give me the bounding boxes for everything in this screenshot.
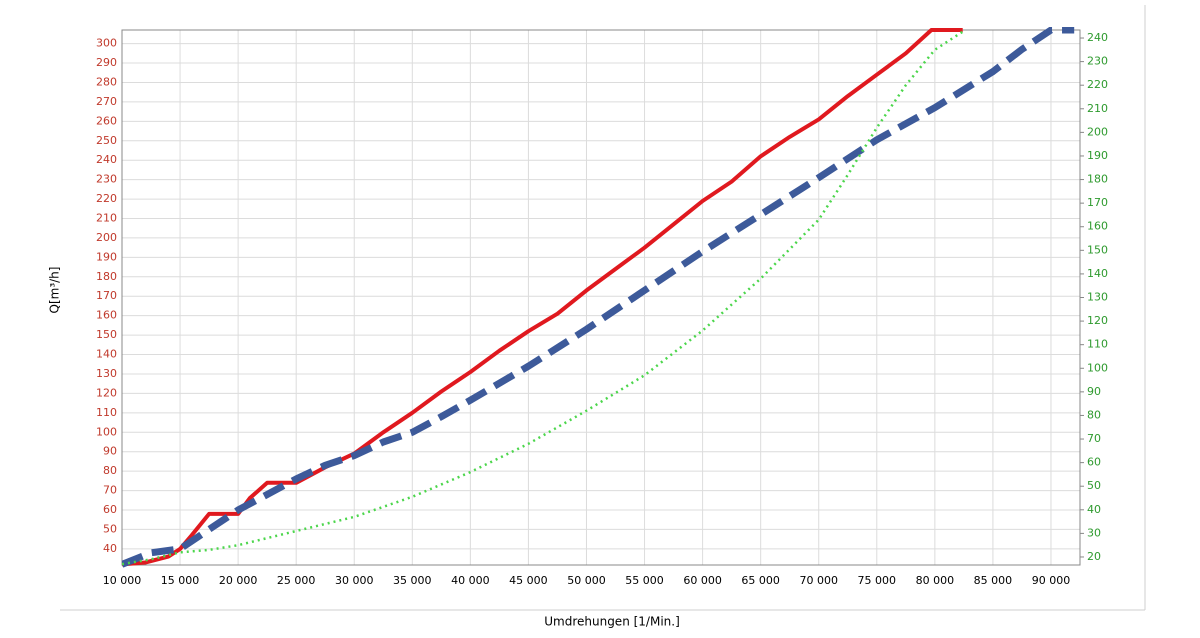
x-tick-label: 80 000 [916,574,955,587]
y-tick-label: 150 [96,328,117,341]
series-line [122,27,1075,568]
y2-tick-label: 30 [1087,526,1101,539]
x-tick-label: 25 000 [277,574,316,587]
x-tick-label: 85 000 [974,574,1013,587]
y2-tick-label: 40 [1087,503,1101,516]
y-tick-label: 80 [103,464,117,477]
y2-tick-label: 100 [1087,361,1108,374]
x-tick-label: 45 000 [509,574,548,587]
y2-tick-label: 210 [1087,102,1108,115]
y-tick-label: 60 [103,503,117,516]
y2-tick-label: 190 [1087,149,1108,162]
y-tick-label: 160 [96,309,117,322]
x-tick-label: 15 000 [161,574,200,587]
x-tick-label: 50 000 [567,574,606,587]
x-tick-label: 90 000 [1032,574,1071,587]
y-tick-label: 280 [96,75,117,88]
y2-tick-label: 90 [1087,385,1101,398]
y2-tick-label: 180 [1087,173,1108,186]
y2-tick-label: 110 [1087,338,1108,351]
x-tick-label: 65 000 [741,574,780,587]
y2-tick-label: 80 [1087,408,1101,421]
y-tick-label: 180 [96,270,117,283]
y-tick-label: 260 [96,114,117,127]
x-tick-label: 35 000 [393,574,432,587]
y-tick-label: 190 [96,250,117,263]
y2-tick-label: 50 [1087,479,1101,492]
x-tick-label: 70 000 [799,574,838,587]
x-tick-label: 20 000 [219,574,258,587]
plot-border [121,29,1081,566]
y-tick-label: 70 [103,484,117,497]
x-tick-label: 55 000 [625,574,664,587]
y-tick-label: 140 [96,348,117,361]
y-tick-label: 270 [96,95,117,108]
y2-tick-label: 130 [1087,291,1108,304]
y-tick-label: 100 [96,425,117,438]
y-tick-label: 170 [96,289,117,302]
x-tick-label: 60 000 [683,574,722,587]
y-tick-label: 250 [96,134,117,147]
y2-tick-label: 160 [1087,220,1108,233]
y-tick-label: 240 [96,153,117,166]
y2-tick-label: 120 [1087,314,1108,327]
y2-tick-label: 150 [1087,243,1108,256]
y-tick-label: 300 [96,37,117,50]
x-axis-label: Umdrehungen [1/Min.] [544,615,680,629]
y-tick-label: 120 [96,386,117,399]
x-tick-label: 40 000 [451,574,490,587]
series-line [122,28,963,567]
y-axis-label: Q[m³/h] [48,267,62,314]
y-tick-label: 110 [96,406,117,419]
series-line [122,29,965,566]
y2-tick-label: 240 [1087,31,1108,44]
y-tick-label: 290 [96,56,117,69]
y2-tick-label: 20 [1087,550,1101,563]
y2-tick-label: 200 [1087,125,1108,138]
y2-tick-label: 60 [1087,456,1101,469]
y2-tick-label: 170 [1087,196,1108,209]
y-tick-label: 130 [96,367,117,380]
y-tick-label: 210 [96,212,117,225]
y-tick-label: 40 [103,542,117,555]
y-tick-label: 220 [96,192,117,205]
y2-tick-label: 70 [1087,432,1101,445]
y2-tick-label: 140 [1087,267,1108,280]
y-tick-label: 200 [96,231,117,244]
x-tick-label: 30 000 [335,574,374,587]
y-tick-label: 230 [96,173,117,186]
y2-tick-label: 220 [1087,78,1108,91]
x-tick-label: 75 000 [858,574,897,587]
y-tick-label: 90 [103,445,117,458]
x-tick-label: 10 000 [103,574,142,587]
y2-tick-label: 230 [1087,55,1108,68]
y-tick-label: 50 [103,522,117,535]
